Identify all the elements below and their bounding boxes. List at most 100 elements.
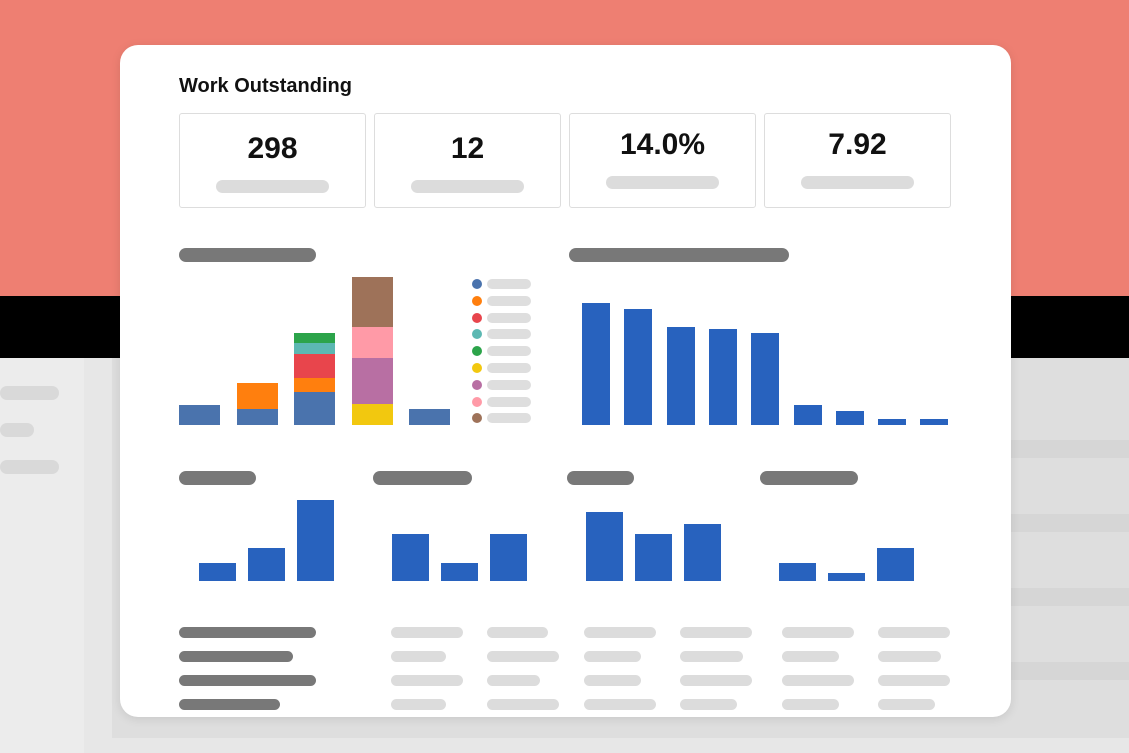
stacked-bar-segment[interactable] [294,354,335,379]
small-bar-chart[interactable] [392,491,532,581]
bar[interactable] [624,309,653,425]
stacked-bar-segment[interactable] [179,405,220,425]
bar-chart-title-placeholder [569,248,789,262]
table-row-label-placeholder [179,699,280,710]
bar[interactable] [586,512,623,581]
table-cell-placeholder [878,627,950,638]
stacked-bar-segment[interactable] [236,409,278,425]
legend-swatch [472,413,482,424]
table-cell-placeholder [487,651,559,662]
stacked-bar-segment[interactable] [351,404,393,425]
table-cell-placeholder [584,651,641,662]
table-cell-placeholder [680,651,743,662]
bar[interactable] [441,563,478,581]
table-cell-placeholder [680,627,752,638]
bar[interactable] [666,327,695,425]
stacked-bar-segment[interactable] [351,327,393,359]
legend-swatch [472,363,482,373]
kpi-label-placeholder [606,176,719,189]
table-cell-placeholder [782,651,839,662]
kpi-value: 298 [247,132,298,165]
stacked-bar-segment[interactable] [351,358,393,405]
stacked-bar-segment[interactable] [294,343,335,355]
table-cell-placeholder [782,675,854,686]
bar[interactable] [490,534,527,581]
table-cells [120,45,1011,717]
table-row-label-placeholder [179,627,316,638]
small-bar-chart[interactable] [586,491,726,581]
kpi-value: 7.92 [828,128,887,161]
small-bar-chart[interactable] [199,491,339,581]
legend-label-placeholder [487,346,531,357]
table-cell-placeholder [584,699,656,710]
stacked-bar-segment[interactable] [294,333,335,344]
small-chart-title-placeholder [373,471,472,485]
table-cell-placeholder [878,699,935,710]
bar[interactable] [779,563,816,581]
kpi-tile[interactable]: 12 [374,113,561,208]
stacked-bar-segment[interactable] [409,409,450,425]
stacked-bar-segment[interactable] [236,383,278,410]
legend-label-placeholder [487,329,531,340]
bar[interactable] [248,548,285,581]
table-cell-placeholder [878,651,941,662]
stacked-bar-segment[interactable] [294,392,335,425]
legend-label-placeholder [487,279,531,289]
small-chart-title-placeholder [179,471,256,485]
bar[interactable] [793,405,822,425]
background-row [1010,514,1129,532]
kpi-label-placeholder [216,180,329,193]
bar[interactable] [835,411,864,425]
table-cell-placeholder [487,627,548,638]
bar[interactable] [635,534,672,581]
kpi-tile[interactable]: 7.92 [764,113,951,208]
small-chart-title-placeholder [760,471,858,485]
bar[interactable] [828,573,865,581]
kpi-tile[interactable]: 298 [179,113,366,208]
bar[interactable] [392,534,429,581]
table-cell-placeholder [584,675,641,686]
kpi-value: 14.0% [619,128,706,161]
background-sidebar-item[interactable] [0,423,34,437]
legend-label-placeholder [487,312,531,323]
legend-swatch [472,329,482,340]
card-title: Work Outstanding [179,75,352,97]
small-chart-title-placeholder [567,471,634,485]
kpi-label-placeholder [411,180,524,193]
legend-label-placeholder [487,379,531,390]
legend-swatch [472,396,482,407]
kpi-tile[interactable]: 14.0% [569,113,756,208]
stacked-bar-chart[interactable] [179,265,459,425]
bar[interactable] [708,329,737,425]
table-cell-placeholder [680,675,752,686]
background-row [1010,588,1129,606]
background-row [1010,662,1129,680]
legend-swatch [472,379,482,390]
table-row-label-placeholder [179,675,316,686]
background-sidebar-item[interactable] [0,386,59,400]
stacked-bar-segment[interactable] [351,276,393,328]
table-cell-placeholder [878,675,950,686]
table-cell-placeholder [680,699,737,710]
background-sidebar-item[interactable] [0,460,59,474]
bar[interactable] [199,563,236,581]
table-cell-placeholder [584,627,656,638]
legend-swatch [472,295,482,306]
bar[interactable] [920,419,949,425]
legend-label-placeholder [487,413,531,424]
bar[interactable] [877,548,914,581]
bar[interactable] [878,419,907,425]
legend-swatch [472,279,482,289]
bar[interactable] [751,333,780,425]
legend-label-placeholder [487,363,531,373]
main-bar-chart[interactable] [582,285,952,425]
bar[interactable] [582,303,610,425]
table-cell-placeholder [391,699,446,710]
table-cell-placeholder [391,627,463,638]
stacked-chart-title-placeholder [179,248,316,262]
bar[interactable] [684,524,721,581]
stacked-chart-legend [472,279,534,429]
stacked-bar-segment[interactable] [294,378,335,393]
small-bar-chart[interactable] [779,491,919,581]
bar[interactable] [297,500,334,581]
